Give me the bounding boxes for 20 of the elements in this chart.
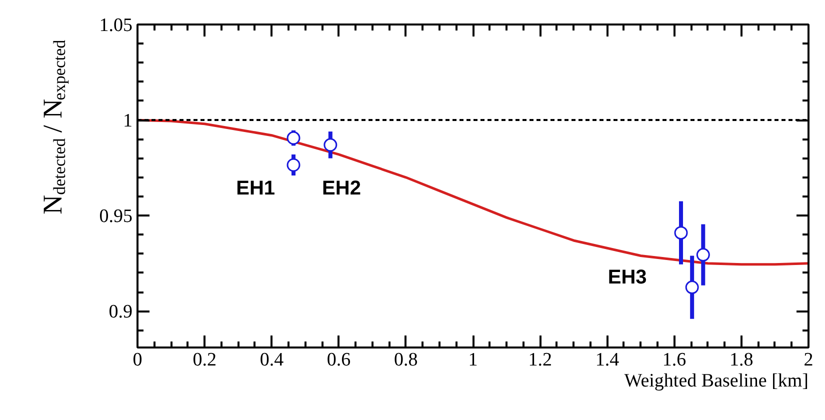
y-axis-title: Ndetected / Nexpected xyxy=(38,39,69,214)
y-tick-label: 0.9 xyxy=(108,302,132,323)
x-tick-label: 0.6 xyxy=(326,350,351,370)
annotation: EH3 xyxy=(608,266,647,288)
x-tick-label: 0.4 xyxy=(260,350,284,370)
annotation: EH2 xyxy=(322,178,361,200)
x-tick-label: 0.2 xyxy=(192,350,216,370)
annotation: EH1 xyxy=(236,178,276,200)
x-tick-label: 2 xyxy=(804,350,814,370)
y-tick-label: 0.95 xyxy=(99,206,132,228)
x-tick-label: 1.8 xyxy=(730,350,754,370)
y-tick-label: 1 xyxy=(123,110,132,132)
x-tick-label: 1 xyxy=(468,350,478,370)
x-tick-label: 0 xyxy=(132,350,142,370)
x-axis-title: Weighted Baseline [km] xyxy=(624,370,809,392)
x-tick-label: 0.8 xyxy=(394,350,418,370)
x-tick-label: 1.2 xyxy=(528,350,552,370)
x-tick-label: 1.6 xyxy=(662,350,686,370)
y-tick-label: 1.05 xyxy=(99,15,132,36)
x-tick-label: 1.4 xyxy=(595,350,620,370)
